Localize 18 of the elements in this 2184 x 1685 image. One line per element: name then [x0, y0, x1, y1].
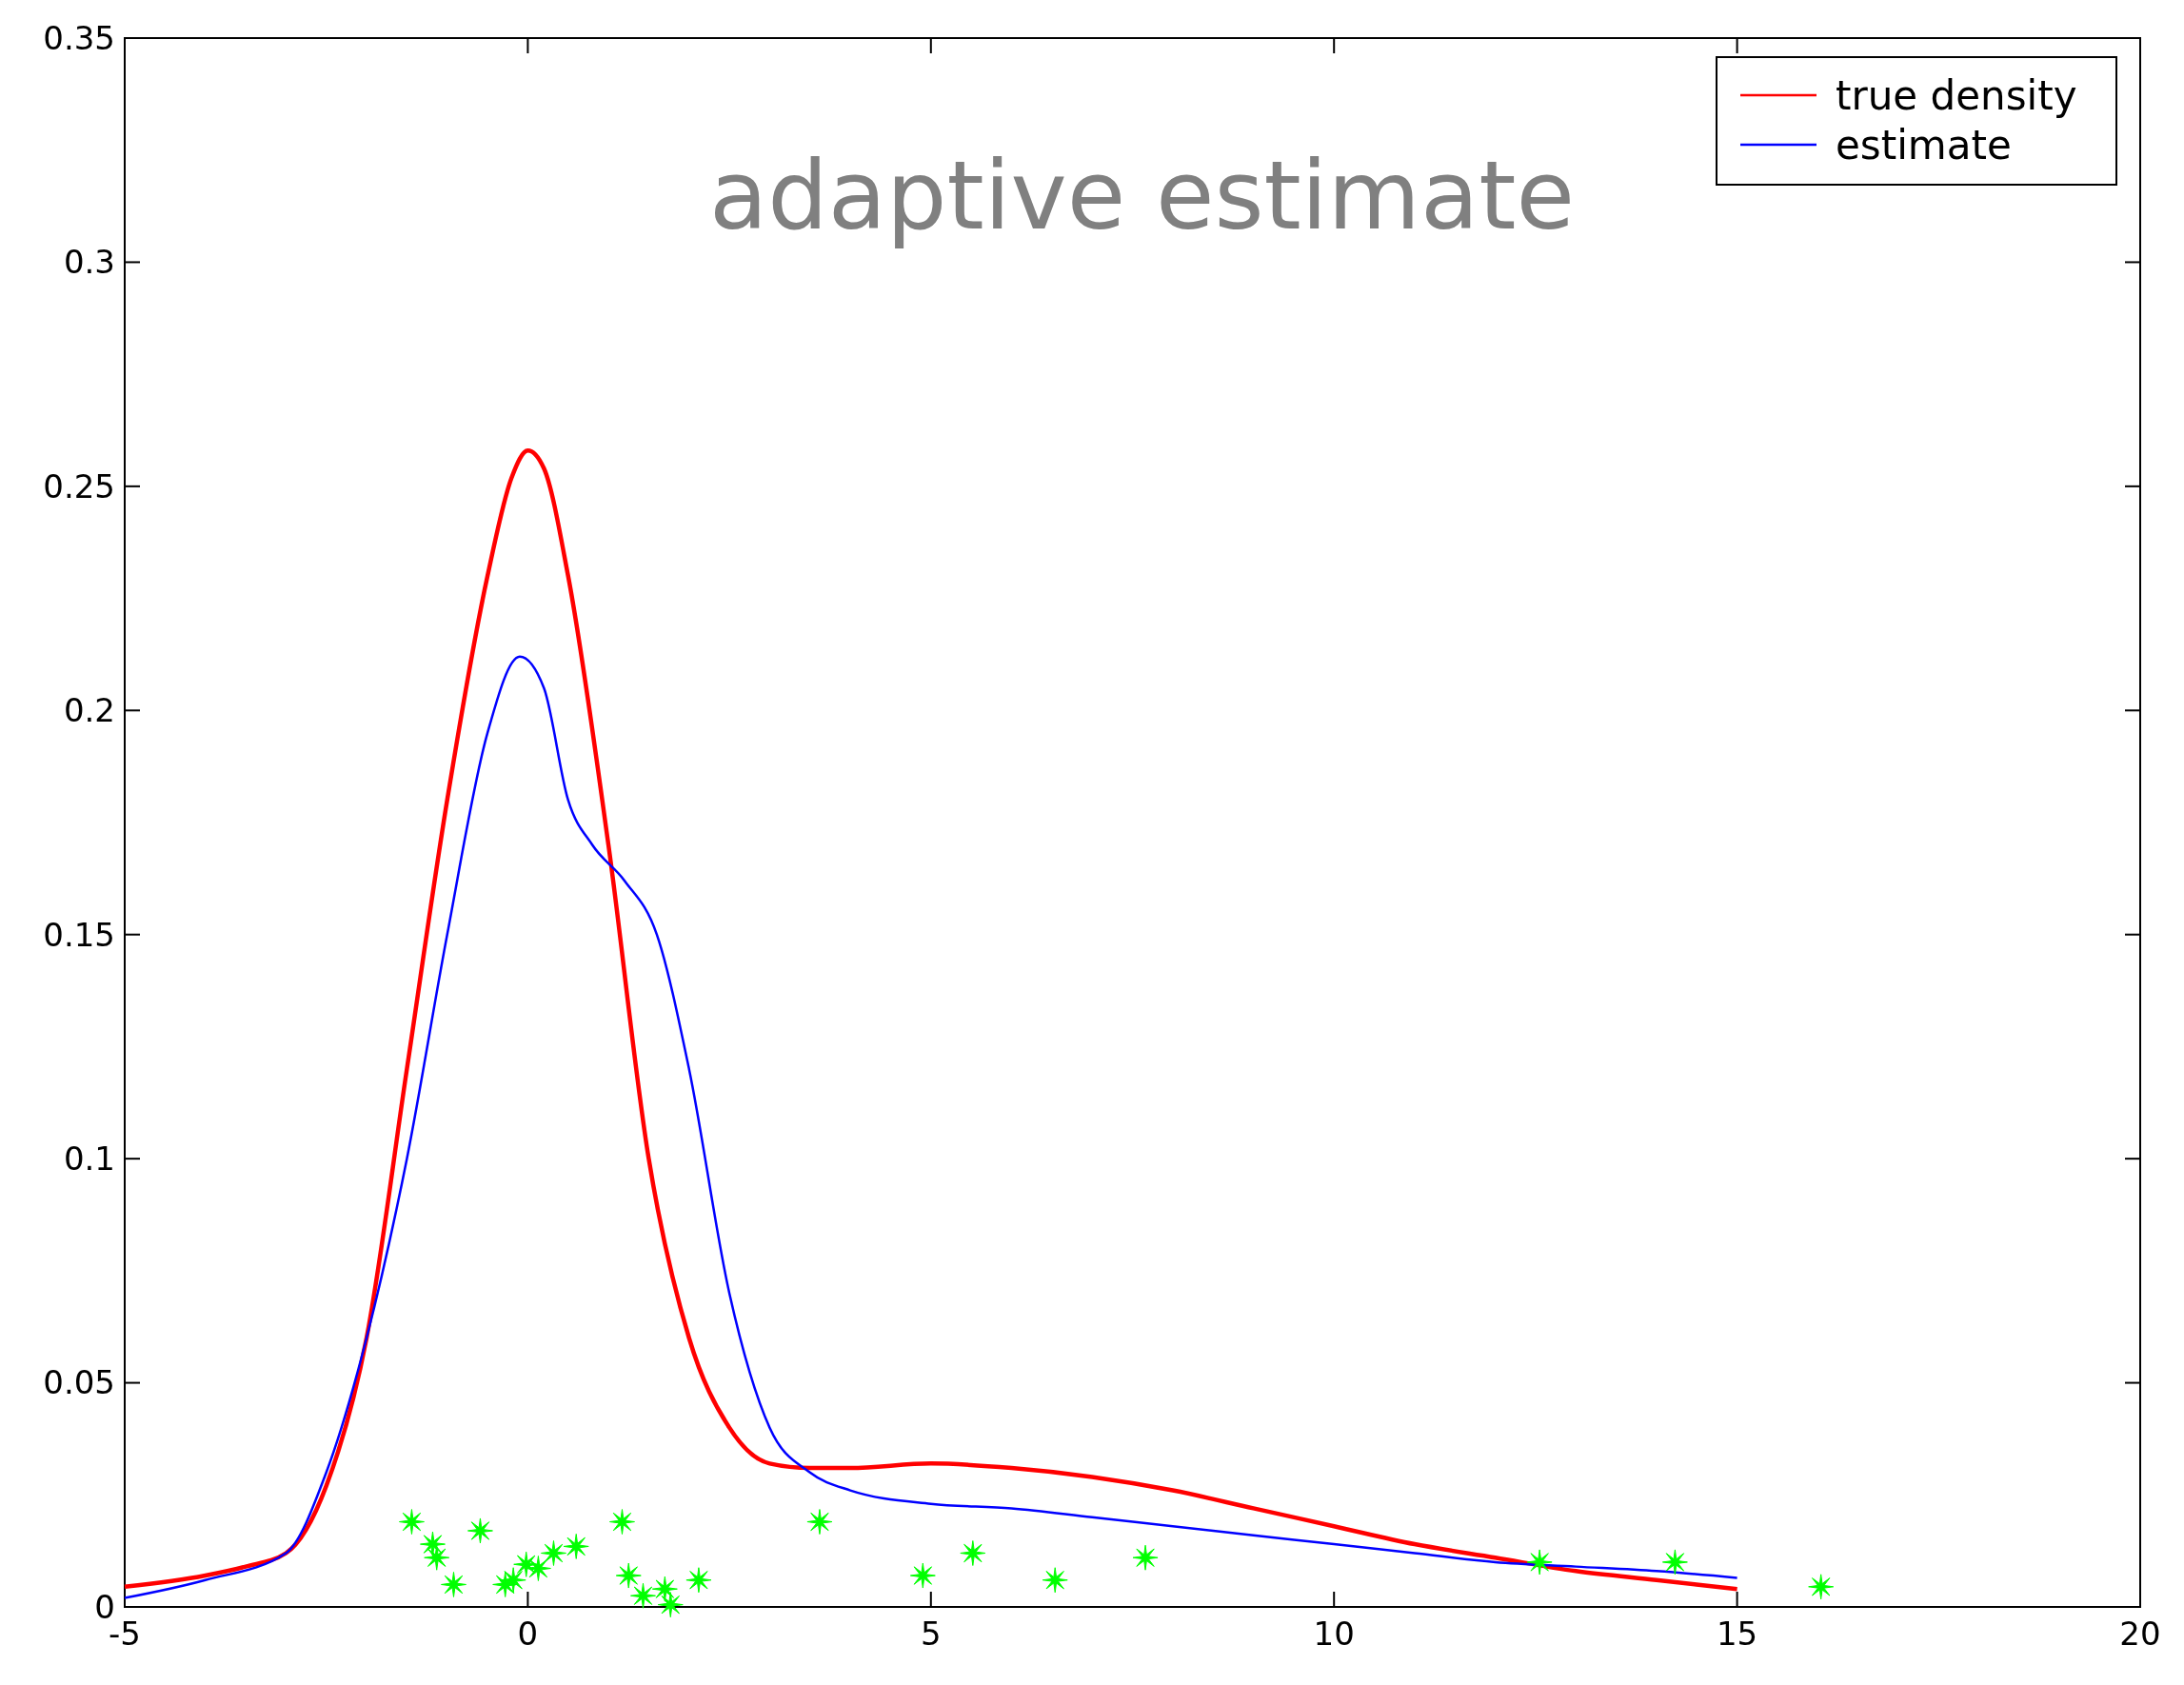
text: adaptive estimate: [708, 140, 1576, 251]
legend-label: estimate: [1836, 121, 2012, 168]
x-tick-label: 10: [1313, 1615, 1355, 1653]
x-tick-label: 5: [920, 1615, 942, 1653]
x-tick-label: 0: [517, 1615, 539, 1653]
x-tick-label: 20: [2119, 1615, 2161, 1653]
y-tick-label: 0.15: [43, 915, 115, 954]
legend-label: true density: [1836, 71, 2077, 119]
line-series: [122, 447, 1739, 1592]
y-tick-label: 0.35: [43, 18, 115, 57]
line-series: [123, 655, 1738, 1599]
x-tick-label: 15: [1716, 1615, 1758, 1653]
y-tick-label: 0.3: [63, 243, 115, 282]
y-tick-label: 0.05: [43, 1363, 115, 1402]
y-tick-label: 0.1: [63, 1140, 115, 1179]
y-tick-label: 0.2: [63, 691, 115, 730]
y-tick-label: 0.25: [43, 466, 115, 506]
y-tick-label: 0: [94, 1587, 115, 1626]
